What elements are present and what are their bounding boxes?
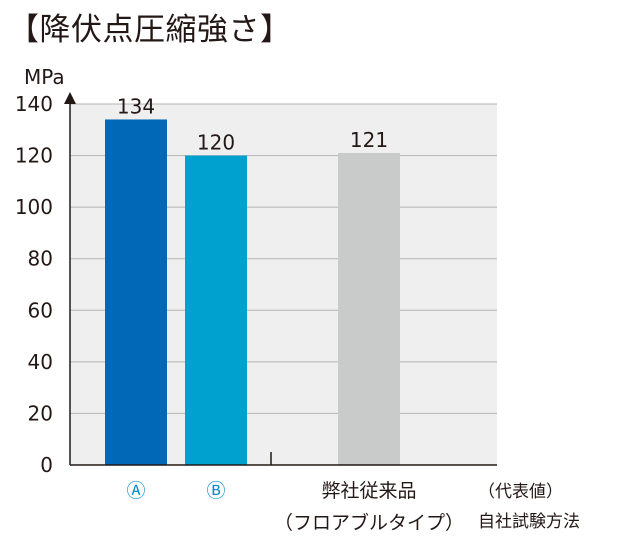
- bar: [105, 119, 167, 465]
- y-tick-labels: 0 20 40 60 80 100 120 140: [15, 92, 53, 477]
- y-tick-label: 60: [28, 298, 53, 322]
- category-label: （フロアブルタイプ）: [274, 511, 464, 534]
- y-tick-label: 80: [28, 247, 53, 271]
- y-axis-arrow-icon: [64, 92, 76, 104]
- category-label: Ⓐ: [126, 480, 145, 502]
- y-tick-label: 140: [15, 92, 53, 116]
- y-tick-label: 100: [15, 195, 53, 219]
- y-axis-unit-label: MPa: [24, 65, 65, 89]
- y-tick-label: 120: [15, 144, 53, 168]
- bar: [185, 155, 247, 466]
- y-tick-label: 40: [28, 350, 53, 374]
- method-note: （代表値） 自社試験方法: [478, 482, 580, 532]
- y-tick-label: 20: [28, 401, 53, 425]
- method-note-line: 自社試験方法: [478, 512, 580, 532]
- y-tick-label: 0: [40, 453, 53, 477]
- method-note-line: （代表値）: [478, 482, 563, 502]
- bar: [338, 152, 400, 465]
- data-label: 134: [117, 94, 155, 118]
- data-label: 121: [350, 128, 388, 152]
- category-label: 弊社従来品: [321, 480, 416, 502]
- chart-title: 【降伏点圧縮強さ】: [8, 12, 292, 48]
- bars: [105, 119, 400, 466]
- category-label: Ⓑ: [206, 480, 225, 502]
- data-labels: 134 120 121: [117, 94, 388, 154]
- category-labels: Ⓐ Ⓑ 弊社従来品 （フロアブルタイプ）: [126, 480, 464, 534]
- data-label: 120: [197, 131, 235, 155]
